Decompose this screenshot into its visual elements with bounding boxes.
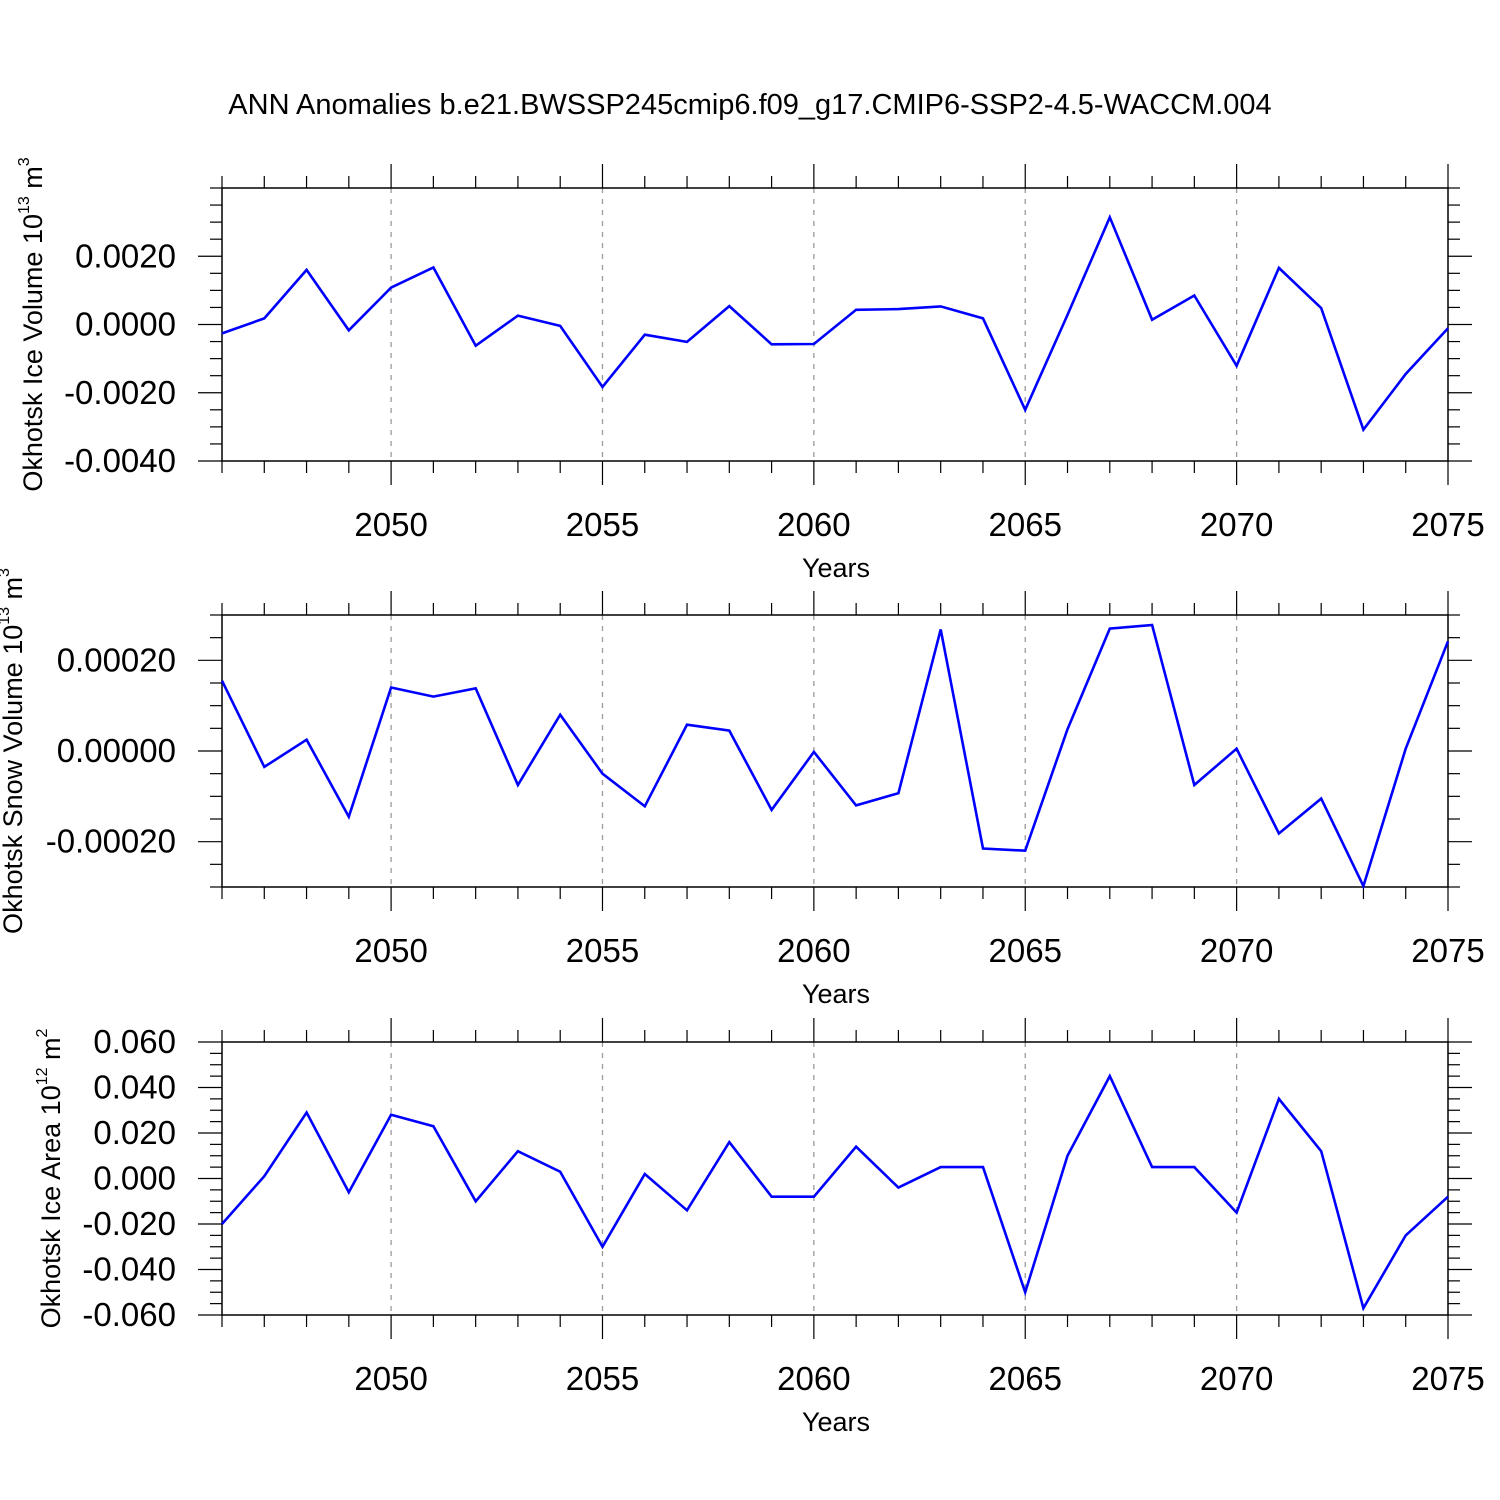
- y-tick-label: 0.0020: [75, 237, 176, 274]
- y-tick-labels: -0.0040 -0.0020 0.0000 0.0020: [64, 237, 176, 479]
- y-tick-label: -0.040: [82, 1251, 176, 1288]
- x-tick-label: 2070: [1200, 1360, 1273, 1397]
- y-tick-label: -0.00020: [46, 823, 176, 860]
- snow-volume-line: [220, 623, 1450, 890]
- axis-ticks: [198, 1018, 1472, 1339]
- chart-title: ANN Anomalies b.e21.BWSSP245cmip6.f09_g1…: [228, 89, 1271, 121]
- x-gridlines: [390, 1042, 1238, 1315]
- y-tick-label: 0.00020: [57, 641, 176, 678]
- y-tick-label: -0.0040: [64, 442, 176, 479]
- x-tick-label: 2065: [989, 506, 1062, 543]
- x-tick-labels: 2050 2055 2060 2065 2070 2075: [354, 932, 1484, 969]
- y-tick-label: 0.020: [93, 1114, 176, 1151]
- y-axis-label-main: Okhotsk Ice Volume 10: [18, 214, 48, 492]
- x-axis-label: Years: [802, 553, 870, 583]
- y-axis-label-unit-exponent: 3: [0, 568, 13, 577]
- x-tick-label: 2055: [566, 1360, 639, 1397]
- x-tick-label: 2060: [777, 1360, 850, 1397]
- y-tick-label: -0.0020: [64, 374, 176, 411]
- x-tick-label: 2050: [354, 1360, 427, 1397]
- y-tick-labels: -0.060 -0.040 -0.020 0.000 0.020 0.040 0.060: [82, 1023, 176, 1333]
- x-axis-label: Years: [802, 1407, 870, 1437]
- y-axis-label: Okhotsk Ice Volume 1013 m3: [16, 157, 48, 491]
- y-axis-label-main: Okhotsk Snow Volume 10: [0, 625, 28, 934]
- y-axis-label-unit: m: [18, 166, 48, 196]
- y-axis-label-unit-exponent: 3: [16, 157, 33, 166]
- x-tick-label: 2055: [566, 506, 639, 543]
- x-tick-label: 2075: [1411, 932, 1484, 969]
- x-tick-label: 2070: [1200, 506, 1273, 543]
- y-axis-label-unit: m: [0, 577, 28, 607]
- y-axis-label: Okhotsk Snow Volume 1013 m3: [0, 568, 28, 934]
- x-gridlines: [390, 188, 1238, 461]
- x-tick-label: 2075: [1411, 506, 1484, 543]
- x-tick-label: 2050: [354, 932, 427, 969]
- ice-volume-line: [221, 213, 1449, 433]
- axis-ticks: [198, 164, 1472, 485]
- y-axis-label-unit-exponent: 2: [34, 1028, 51, 1037]
- x-tick-label: 2055: [566, 932, 639, 969]
- y-tick-label: 0.0000: [75, 306, 176, 343]
- x-axis-label: Years: [802, 979, 870, 1009]
- panel-ice-area: -0.060 -0.040 -0.020 0.000 0.020 0.040 0.060 2…: [34, 1018, 1485, 1437]
- y-tick-label: 0.040: [93, 1069, 176, 1106]
- y-axis-label-exponent: 12: [34, 1067, 51, 1085]
- y-tick-labels: -0.00020 0.00000 0.00020: [46, 641, 176, 859]
- x-tick-label: 2065: [989, 1360, 1062, 1397]
- plot-frame: [221, 187, 1449, 462]
- x-tick-label: 2060: [777, 932, 850, 969]
- y-axis-label: Okhotsk Ice Area 1012 m2: [34, 1028, 66, 1328]
- x-tick-label: 2050: [354, 506, 427, 543]
- y-tick-label: -0.060: [82, 1296, 176, 1333]
- plot-frame: [221, 614, 1449, 888]
- ice-area-line: [221, 1073, 1449, 1312]
- plot-frame: [221, 1041, 1449, 1316]
- x-tick-labels: 2050 2055 2060 2065 2070 2075: [354, 1360, 1484, 1397]
- y-axis-label-exponent: 13: [16, 196, 33, 214]
- x-tick-label: 2065: [989, 932, 1062, 969]
- axis-ticks: [198, 591, 1472, 911]
- y-tick-label: 0.000: [93, 1160, 176, 1197]
- y-axis-label-unit: m: [36, 1037, 66, 1067]
- y-tick-label: 0.00000: [57, 732, 176, 769]
- x-tick-label: 2070: [1200, 932, 1273, 969]
- y-tick-label: 0.060: [93, 1023, 176, 1060]
- x-tick-label: 2060: [777, 506, 850, 543]
- y-axis-label-main: Okhotsk Ice Area 10: [36, 1085, 66, 1328]
- y-axis-label-exponent: 13: [0, 607, 13, 625]
- y-tick-label: -0.020: [82, 1205, 176, 1242]
- x-tick-label: 2075: [1411, 1360, 1484, 1397]
- x-tick-labels: 2050 2055 2060 2065 2070 2075: [354, 506, 1484, 543]
